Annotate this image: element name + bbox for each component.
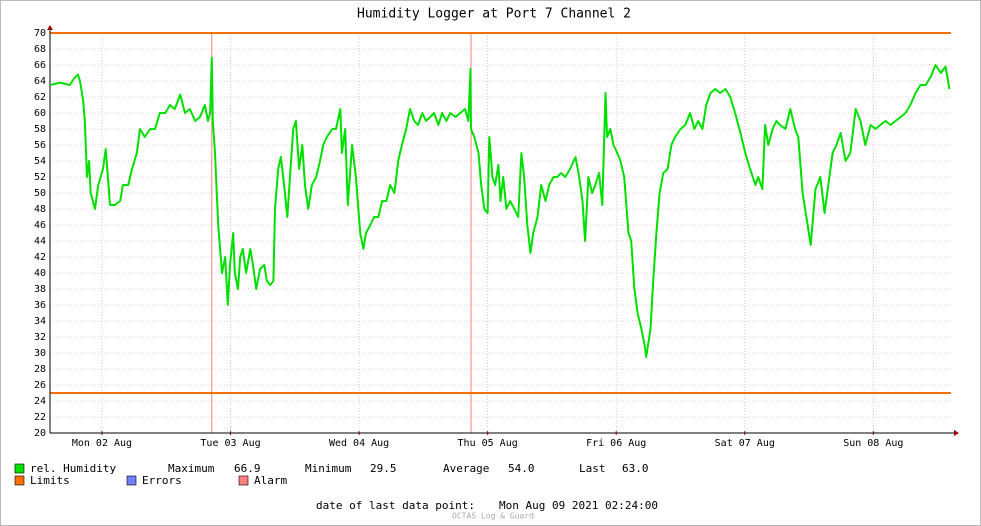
legend-swatch — [126, 475, 137, 486]
x-tick-label: Wed 04 Aug — [329, 438, 389, 449]
stat-name: Average — [443, 462, 489, 475]
y-tick-label: 36 — [34, 300, 46, 311]
y-tick-label: 20 — [34, 428, 46, 439]
legend-swatch — [238, 475, 249, 486]
y-tick-label: 44 — [34, 236, 46, 247]
stat-name: Minimum — [305, 462, 352, 475]
y-tick-label: 48 — [34, 204, 46, 215]
stat-value: 66.9 — [234, 462, 261, 475]
legend-label: Limits — [30, 474, 70, 487]
y-axis-arrow — [47, 25, 53, 30]
y-tick-label: 54 — [34, 156, 46, 167]
legend-swatch — [14, 463, 25, 474]
data-line — [49, 56, 951, 358]
y-tick-label: 70 — [34, 28, 46, 39]
y-tick-label: 58 — [34, 124, 46, 135]
y-tick-label: 40 — [34, 268, 46, 279]
stat-value: 54.0 — [508, 462, 535, 475]
y-tick-label: 42 — [34, 252, 46, 263]
y-tick-label: 60 — [34, 108, 46, 119]
y-tick-label: 62 — [34, 92, 46, 103]
x-tick-label: Fri 06 Aug — [586, 438, 646, 449]
x-tick-label: Mon 02 Aug — [72, 438, 132, 449]
x-axis-arrow — [954, 430, 959, 436]
y-tick-label: 68 — [34, 44, 46, 55]
x-tick-label: Tue 03 Aug — [200, 438, 260, 449]
legend-label: Errors — [142, 474, 182, 487]
legend-swatch — [14, 475, 25, 486]
y-tick-label: 32 — [34, 332, 46, 343]
y-tick-label: 38 — [34, 284, 46, 295]
y-tick-label: 22 — [34, 412, 46, 423]
stat-name: Last — [579, 462, 606, 475]
y-tick-label: 34 — [34, 316, 46, 327]
y-tick-label: 64 — [34, 76, 46, 87]
legend-label: Alarm — [254, 474, 287, 487]
x-tick-label: Thu 05 Aug — [458, 438, 518, 449]
brand: OCTAS Log & Guard — [452, 512, 534, 521]
y-tick-label: 30 — [34, 348, 46, 359]
stat-value: 29.5 — [370, 462, 397, 475]
chart-title: Humidity Logger at Port 7 Channel 2 — [357, 7, 631, 22]
x-tick-label: Sat 07 Aug — [715, 438, 775, 449]
legend-label: rel. Humidity — [30, 462, 116, 475]
y-tick-label: 26 — [34, 380, 46, 391]
y-tick-label: 50 — [34, 188, 46, 199]
y-tick-label: 66 — [34, 60, 46, 71]
stat-value: 63.0 — [622, 462, 649, 475]
footer-label: date of last data point: — [316, 499, 475, 512]
y-tick-label: 56 — [34, 140, 46, 151]
stat-name: Maximum — [168, 462, 215, 475]
y-tick-label: 28 — [34, 364, 46, 375]
footer-value: Mon Aug 09 2021 02:24:00 — [499, 499, 658, 512]
y-tick-label: 46 — [34, 220, 46, 231]
y-tick-label: 52 — [34, 172, 46, 183]
x-tick-label: Sun 08 Aug — [843, 438, 903, 449]
y-tick-label: 24 — [34, 396, 46, 407]
